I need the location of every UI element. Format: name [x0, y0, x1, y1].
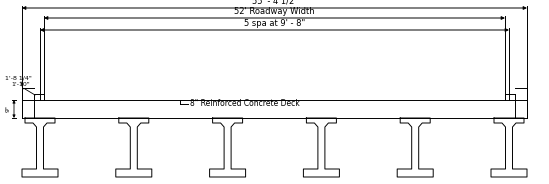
Text: 1'-10": 1'-10"	[11, 82, 30, 87]
Text: 52' Roadway Width: 52' Roadway Width	[234, 6, 315, 15]
Text: 9": 9"	[6, 105, 11, 112]
Text: 1'-8 1/4": 1'-8 1/4"	[5, 75, 32, 80]
Text: 55' - 4 1/2": 55' - 4 1/2"	[251, 0, 298, 6]
Text: 5 spa at 9' - 8": 5 spa at 9' - 8"	[244, 19, 305, 27]
Text: 8" Reinforced Concrete Deck: 8" Reinforced Concrete Deck	[190, 100, 300, 109]
